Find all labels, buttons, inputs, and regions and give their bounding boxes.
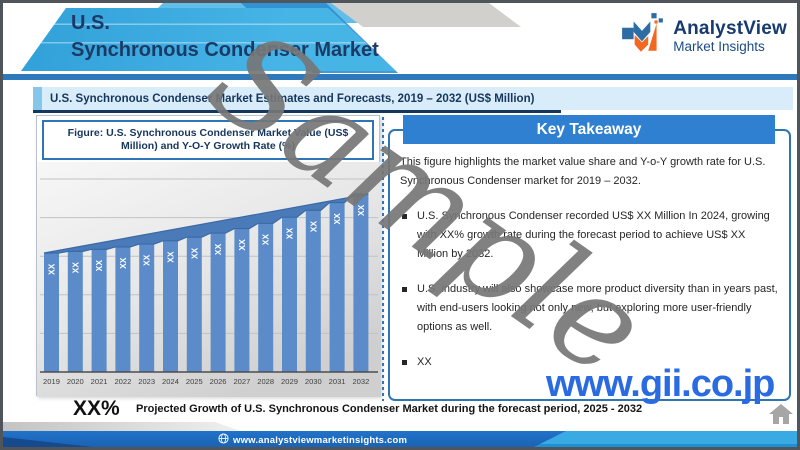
svg-text:XX: XX bbox=[285, 228, 295, 240]
key-takeaway-bullet: XX bbox=[400, 353, 779, 372]
plot-background bbox=[37, 162, 381, 397]
key-takeaway-header: Key Takeaway bbox=[403, 115, 775, 144]
svg-text:2031: 2031 bbox=[329, 377, 346, 386]
key-takeaway-list: U.S. Synchronous Condenser recorded US$ … bbox=[400, 207, 779, 372]
growth-caption: Projected Growth of U.S. Synchronous Con… bbox=[136, 403, 643, 415]
footer-website-text: www.analystviewmarketinsights.com bbox=[233, 434, 408, 446]
home-icon[interactable] bbox=[769, 404, 793, 430]
x-axis-tick-labels: 2019 2020 2021 2022 2023 2024 2025 2026 2027 2028… bbox=[43, 377, 369, 386]
svg-text:2025: 2025 bbox=[186, 377, 203, 386]
subtitle-underline bbox=[33, 110, 561, 113]
company-logo: AnalystView Market Insights bbox=[620, 11, 787, 62]
key-takeaway-title: Key Takeaway bbox=[536, 120, 642, 138]
figure-title-box: Figure: U.S. Synchronous Condenser Marke… bbox=[42, 120, 374, 160]
svg-text:2019: 2019 bbox=[43, 377, 60, 386]
chart-panel: Figure: U.S. Synchronous Condenser Marke… bbox=[36, 115, 381, 397]
logo-text: AnalystView Market Insights bbox=[673, 18, 787, 55]
svg-text:2026: 2026 bbox=[210, 377, 227, 386]
svg-text:XX: XX bbox=[308, 221, 318, 233]
logo-name: AnalystView bbox=[673, 18, 787, 39]
svg-text:XX: XX bbox=[142, 254, 152, 266]
figure-title: Figure: U.S. Synchronous Condenser Marke… bbox=[67, 127, 349, 152]
svg-text:XX: XX bbox=[356, 204, 366, 216]
bottom-gray-stripe bbox=[3, 422, 241, 431]
trend-area bbox=[43, 193, 369, 254]
svg-text:2024: 2024 bbox=[162, 377, 179, 386]
bar-value-labels: XX XX XX XX XX XX XX XX XX XX XX XX XX XX bbox=[47, 204, 366, 275]
svg-text:2032: 2032 bbox=[352, 377, 369, 386]
svg-text:2028: 2028 bbox=[257, 377, 274, 386]
footer-left-segment bbox=[3, 431, 566, 447]
globe-icon bbox=[218, 433, 229, 447]
header-banner bbox=[21, 8, 396, 71]
page-title-line2: Synchronous Condenser Market bbox=[71, 39, 379, 61]
logo-chart-icon bbox=[620, 11, 666, 62]
logo-tagline: Market Insights bbox=[673, 39, 765, 54]
dotted-separator bbox=[382, 117, 384, 401]
growth-percentage: XX% bbox=[73, 397, 120, 420]
svg-text:XX: XX bbox=[189, 247, 199, 259]
svg-text:XX: XX bbox=[70, 262, 80, 274]
svg-text:2023: 2023 bbox=[138, 377, 155, 386]
svg-text:XX: XX bbox=[332, 213, 342, 225]
report-subtitle-bar: U.S. Synchronous Condenser Market Estima… bbox=[33, 87, 793, 110]
svg-text:2027: 2027 bbox=[233, 377, 250, 386]
svg-text:XX: XX bbox=[47, 263, 57, 275]
svg-text:XX: XX bbox=[237, 239, 247, 251]
header-divider bbox=[3, 73, 797, 81]
svg-text:XX: XX bbox=[166, 251, 176, 263]
gii-watermark-link[interactable]: www.gii.co.jp bbox=[546, 363, 775, 405]
key-takeaway-bullet: U.S. industry will also showcase more pr… bbox=[400, 280, 779, 337]
subtitle-accent-tab bbox=[33, 87, 42, 110]
bars-group bbox=[44, 194, 369, 372]
svg-text:2021: 2021 bbox=[91, 377, 108, 386]
svg-text:XX: XX bbox=[118, 257, 128, 269]
key-takeaway-intro: This figure highlights the market value … bbox=[400, 156, 766, 187]
page-title-line1: U.S. bbox=[71, 12, 110, 34]
bar-chart: XX XX XX XX XX XX XX XX XX XX XX XX XX XX 2019 2020 202… bbox=[37, 162, 381, 397]
svg-text:2030: 2030 bbox=[305, 377, 322, 386]
banner-stripe-gray bbox=[331, 3, 521, 27]
svg-text:2022: 2022 bbox=[114, 377, 131, 386]
page-title: U.S. Synchronous Condenser Market bbox=[71, 10, 379, 64]
footer-website[interactable]: www.analystviewmarketinsights.com bbox=[218, 433, 407, 447]
svg-text:XX: XX bbox=[213, 243, 223, 255]
report-subtitle: U.S. Synchronous Condenser Market Estima… bbox=[50, 92, 535, 105]
svg-text:2020: 2020 bbox=[67, 377, 84, 386]
svg-text:2029: 2029 bbox=[281, 377, 298, 386]
key-takeaway-box: This figure highlights the market value … bbox=[388, 129, 791, 401]
footer-bar bbox=[3, 431, 797, 447]
footer-right-segment bbox=[503, 431, 797, 447]
svg-text:XX: XX bbox=[261, 234, 271, 246]
key-takeaway-bullet: U.S. Synchronous Condenser recorded US$ … bbox=[400, 207, 779, 264]
svg-text:XX: XX bbox=[94, 260, 104, 272]
key-takeaway-body: This figure highlights the market value … bbox=[400, 153, 779, 388]
